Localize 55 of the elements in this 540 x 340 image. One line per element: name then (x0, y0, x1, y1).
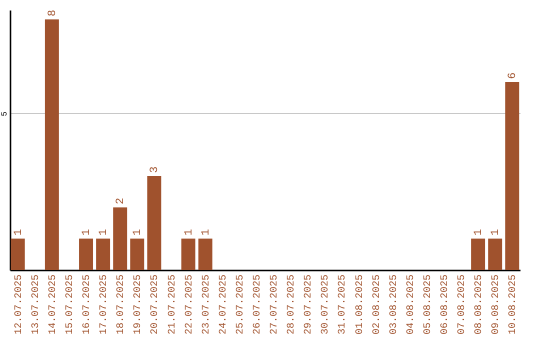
data-label: 1 (490, 228, 502, 236)
x-tick-label: 15.07.2025 (64, 274, 76, 335)
data-label: 1 (132, 228, 144, 236)
x-tick-label: 22.07.2025 (184, 274, 196, 335)
data-label: 1 (98, 228, 110, 236)
x-tick-label: 06.08.2025 (440, 274, 451, 335)
x-tick-label: 23.07.2025 (201, 274, 212, 335)
x-tick-label: 25.07.2025 (235, 274, 246, 335)
bar (96, 238, 110, 270)
data-label: 1 (200, 228, 212, 236)
x-tick-label: 08.08.2025 (474, 274, 486, 335)
data-label: 2 (115, 198, 128, 204)
x-tick-label: 26.07.2025 (252, 274, 264, 335)
x-tick-label: 10.08.2025 (508, 274, 520, 335)
x-tick-label: 19.07.2025 (133, 274, 144, 335)
data-label: 1 (473, 228, 486, 236)
bar (44, 19, 59, 270)
x-tick-label: 30.07.2025 (320, 274, 332, 335)
bar (147, 176, 162, 270)
bar (79, 238, 94, 270)
x-tick-label: 14.07.2025 (48, 274, 59, 335)
bar (130, 238, 144, 270)
x-tick-label: 03.08.2025 (388, 274, 400, 335)
bar (10, 238, 25, 270)
x-tick-label: 28.07.2025 (286, 274, 298, 335)
data-label: 8 (46, 10, 59, 16)
y-tick-label: 5 (0, 111, 10, 116)
x-tick-label: 04.08.2025 (406, 274, 417, 335)
data-label: 1 (183, 228, 196, 236)
data-label: 3 (149, 166, 162, 174)
x-tick-label: 29.07.2025 (304, 274, 315, 335)
x-tick-label: 27.07.2025 (270, 274, 281, 335)
x-tick-label: 17.07.2025 (99, 274, 110, 335)
data-label: 6 (507, 72, 520, 80)
x-tick-label: 12.07.2025 (14, 274, 25, 335)
x-tick-label: 07.08.2025 (457, 274, 468, 335)
bar (181, 238, 196, 270)
x-tick-label: 31.07.2025 (338, 274, 349, 335)
bar (198, 238, 212, 270)
bar (488, 238, 502, 270)
x-tick-label: 18.07.2025 (116, 274, 128, 335)
x-tick-label: 20.07.2025 (150, 274, 162, 335)
x-tick-label: 09.08.2025 (491, 274, 502, 335)
x-tick-label: 13.07.2025 (30, 274, 42, 335)
data-label: 1 (81, 228, 94, 236)
x-tick-label: 24.07.2025 (218, 274, 230, 335)
x-tick-label: 16.07.2025 (82, 274, 94, 335)
x-tick-label: 02.08.2025 (372, 274, 383, 335)
data-label: 1 (12, 228, 25, 236)
bar (113, 207, 128, 270)
x-tick-label: 05.08.2025 (422, 274, 434, 335)
x-tick-label: 01.08.2025 (354, 274, 366, 335)
bar (505, 82, 520, 270)
x-tick-label: 21.07.2025 (167, 274, 178, 335)
bar (471, 238, 486, 270)
